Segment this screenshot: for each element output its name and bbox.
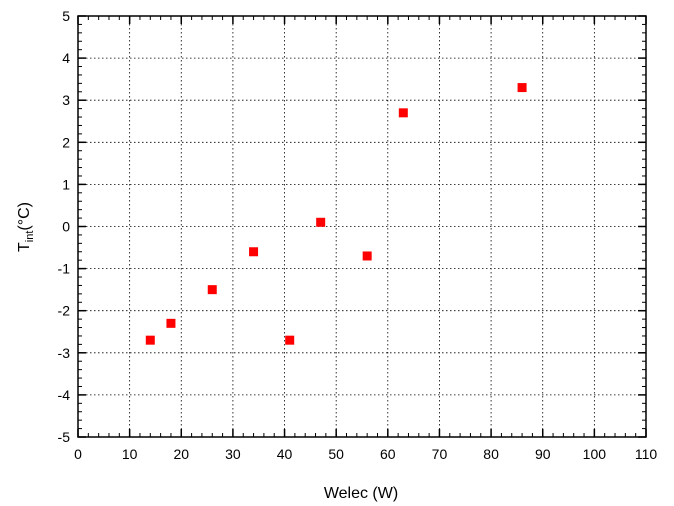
y-tick-label: -1 xyxy=(58,261,71,277)
y-tick-label: -5 xyxy=(58,429,71,445)
x-tick-label: 40 xyxy=(277,446,293,462)
y-tick-label: 5 xyxy=(62,8,70,24)
x-tick-label: 110 xyxy=(635,446,658,462)
y-tick-label: 2 xyxy=(62,134,70,150)
x-tick-label: 60 xyxy=(380,446,396,462)
x-tick-label: 0 xyxy=(74,446,82,462)
x-tick-label: 10 xyxy=(122,446,138,462)
y-tick-label: -4 xyxy=(58,387,71,403)
y-tick-label: -3 xyxy=(58,345,71,361)
data-point xyxy=(166,318,176,328)
x-tick-labels: 0 10 20 30 40 50 60 70 80 90 100 110 xyxy=(74,446,657,462)
y-tick-labels: -5 -4 -3 -2 -1 0 1 2 3 4 5 xyxy=(58,8,71,445)
data-point xyxy=(145,335,155,345)
x-tick-label: 90 xyxy=(535,446,551,462)
y-axis-title-subscript: int xyxy=(24,231,36,243)
data-point xyxy=(316,217,326,227)
x-tick-label: 70 xyxy=(432,446,448,462)
x-tick-label: 100 xyxy=(583,446,607,462)
y-tick-label: -2 xyxy=(58,303,71,319)
data-point xyxy=(285,335,295,345)
grid-lines xyxy=(78,16,646,437)
y-tick-label: 0 xyxy=(62,219,70,235)
data-point xyxy=(398,108,408,118)
data-point xyxy=(517,83,527,93)
y-axis-title: Tint(°C) xyxy=(16,202,36,252)
data-point xyxy=(362,251,372,261)
data-point xyxy=(249,247,259,257)
y-axis-title-unit: (°C) xyxy=(16,202,33,231)
y-tick-label: 4 xyxy=(62,50,70,66)
x-tick-label: 30 xyxy=(225,446,241,462)
x-tick-label: 50 xyxy=(328,446,344,462)
y-axis-title-main: T xyxy=(16,242,33,252)
x-axis-title: Welec (W) xyxy=(324,485,398,502)
data-points xyxy=(145,83,527,345)
plot-frame xyxy=(77,15,647,438)
y-tick-label: 3 xyxy=(62,92,70,108)
x-tick-label: 80 xyxy=(483,446,499,462)
x-tick-label: 20 xyxy=(173,446,189,462)
y-tick-label: 1 xyxy=(62,176,70,192)
data-point xyxy=(207,285,217,295)
